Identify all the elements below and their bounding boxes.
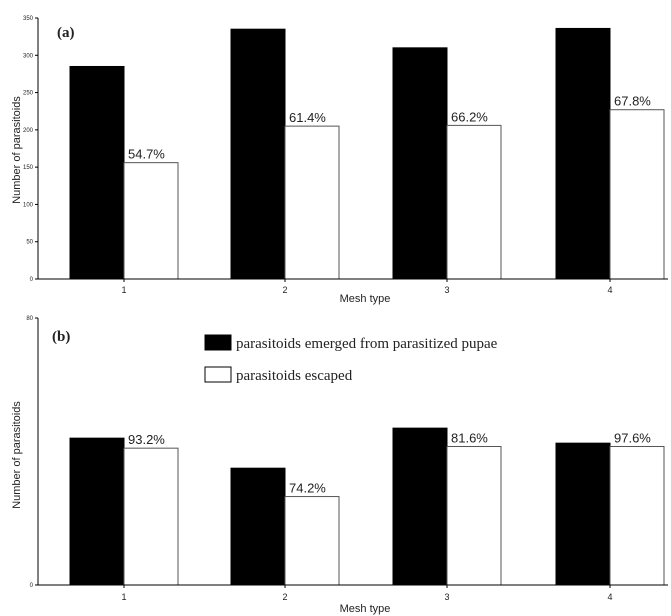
y-tick-label: 100 (23, 202, 34, 208)
x-tick-label: 2 (282, 592, 287, 602)
panel-b-y-axis-title: Number of parasitoids (11, 401, 23, 509)
bar-escaped (446, 124, 502, 280)
panel-a-x-ticks: 1 2 3 4 (121, 279, 613, 295)
percentage-label: 61.4% (289, 110, 326, 125)
panel-b-y-ticks: 0 80 (26, 316, 38, 589)
percentage-label: 74.2% (289, 481, 326, 496)
y-tick-label: 250 (23, 91, 34, 97)
panel-a-y-ticks: 0 50 100 150 200 250 300 350 (23, 16, 38, 283)
y-tick-label: 350 (23, 16, 34, 22)
x-tick-label: 4 (607, 285, 612, 295)
bar-escaped (609, 109, 665, 280)
bar-escaped (284, 125, 340, 280)
percentage-label: 97.6% (614, 430, 651, 445)
x-tick-label: 2 (282, 285, 287, 295)
x-tick-label: 1 (121, 592, 126, 602)
legend: parasitoids emerged from parasitized pup… (204, 334, 498, 384)
x-tick-label: 3 (444, 285, 449, 295)
y-tick-label: 300 (23, 53, 34, 59)
percentage-label: 67.8% (614, 94, 651, 109)
panel-b-x-ticks: 1 2 3 4 (121, 585, 613, 602)
percentage-label: 81.6% (451, 430, 488, 445)
y-tick-label: 80 (26, 316, 33, 322)
y-tick-label: 200 (23, 128, 34, 134)
bar-emerged (392, 47, 448, 280)
x-tick-label: 1 (121, 285, 126, 295)
bar-emerged (392, 427, 448, 586)
legend-swatch-emerged (204, 334, 232, 351)
x-tick-label: 3 (444, 592, 449, 602)
percentage-label: 93.2% (128, 432, 165, 447)
legend-swatch-escaped (204, 366, 232, 383)
panel-b-x-axis-title: Mesh type (340, 603, 391, 615)
y-tick-label: 0 (30, 277, 34, 283)
panel-b-chart: (b) 0 80 93.2% 74.2% 81.6% 97.6% 1 2 3 4 Mesh t… (11, 316, 668, 615)
panel-a-x-axis-title: Mesh type (340, 293, 391, 305)
bar-emerged (69, 65, 125, 280)
bar-emerged (555, 27, 611, 280)
panel-a-chart: (a) 0 50 100 150 200 250 300 350 54.7% 61.4% 66.2… (11, 16, 668, 305)
bar-escaped (123, 162, 179, 280)
panel-a-bars: 54.7% 61.4% 66.2% 67.8% (69, 27, 665, 280)
bar-escaped (446, 445, 502, 586)
bar-emerged (230, 28, 286, 280)
legend-label-emerged: parasitoids emerged from parasitized pup… (236, 336, 498, 352)
bar-emerged (69, 437, 125, 586)
bar-escaped (609, 445, 665, 586)
bar-emerged (230, 467, 286, 586)
percentage-label: 54.7% (128, 147, 165, 162)
legend-label-escaped: parasitoids escaped (236, 368, 353, 384)
panel-b-label: (b) (52, 329, 70, 345)
bar-emerged (555, 442, 611, 586)
y-tick-label: 150 (23, 165, 34, 171)
y-tick-label: 0 (30, 583, 34, 589)
panel-a-y-axis-title: Number of parasitoids (11, 96, 23, 204)
bar-escaped (123, 447, 179, 586)
bar-escaped (284, 496, 340, 586)
y-tick-label: 50 (26, 240, 33, 246)
panel-a-label: (a) (57, 25, 75, 41)
x-tick-label: 4 (607, 592, 612, 602)
percentage-label: 66.2% (451, 109, 488, 124)
panel-b-bars: 93.2% 74.2% 81.6% 97.6% (69, 427, 665, 586)
